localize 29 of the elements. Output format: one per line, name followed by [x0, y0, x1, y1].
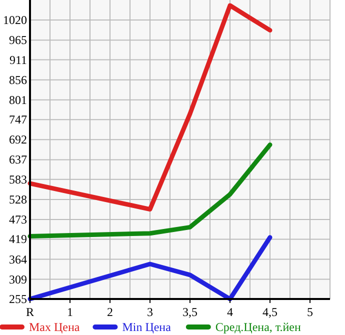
legend-label: Max Цена [29, 320, 80, 334]
line-series [28, 142, 272, 239]
y-tick-label: 911 [9, 52, 27, 67]
x-tick-label: 4 [227, 305, 233, 319]
line-series [28, 235, 272, 302]
legend-label: Сред.Цена, т.йен [215, 320, 302, 334]
y-tick-label: 419 [9, 232, 27, 246]
x-tick-label: 3,5 [182, 305, 198, 319]
y-tick-label: 255 [9, 292, 27, 306]
y-tick-label: 583 [9, 172, 27, 186]
y-tick-label: 528 [9, 192, 27, 206]
y-tick-label: 692 [9, 132, 27, 147]
y-tick-label: 965 [9, 33, 27, 48]
x-tick-label: 5 [307, 305, 313, 319]
y-tick-label: 1020 [3, 13, 27, 28]
y-tick-label: 856 [9, 72, 27, 87]
x-tick-label: 2 [107, 305, 113, 319]
x-tick-label: 1 [67, 305, 73, 319]
y-tick-label: 637 [9, 152, 27, 167]
y-tick-label: 309 [9, 272, 27, 286]
line-series [28, 3, 272, 212]
x-tick-label: R [26, 305, 34, 319]
y-tick-label: 364 [9, 252, 27, 266]
x-tick-label: 3 [147, 305, 153, 319]
x-tick-label: 4,5 [262, 305, 278, 319]
y-tick-label: 473 [9, 212, 27, 227]
y-tick-label: 747 [9, 112, 27, 127]
legend-label: Min Цена [122, 320, 172, 334]
y-tick-label: 801 [9, 92, 27, 107]
